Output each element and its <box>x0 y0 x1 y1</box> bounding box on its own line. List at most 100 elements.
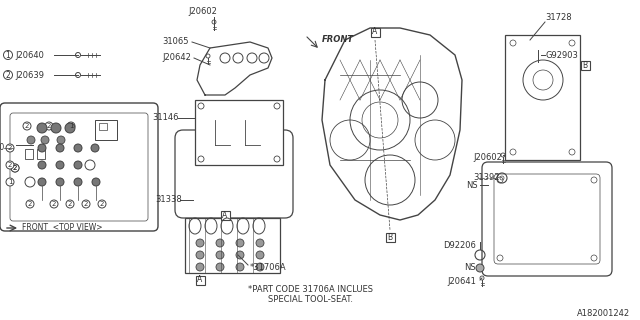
Bar <box>195 100 283 165</box>
Circle shape <box>3 51 13 60</box>
Text: G92903: G92903 <box>545 51 578 60</box>
Bar <box>185 218 280 273</box>
Text: 31728: 31728 <box>545 13 572 22</box>
Circle shape <box>476 264 484 272</box>
Circle shape <box>236 239 244 247</box>
Bar <box>580 60 589 69</box>
Circle shape <box>256 239 264 247</box>
Text: NS: NS <box>465 263 476 273</box>
Circle shape <box>6 161 14 169</box>
Text: A182001242: A182001242 <box>577 309 630 318</box>
Circle shape <box>50 200 58 208</box>
Circle shape <box>23 122 31 130</box>
Text: J20639: J20639 <box>15 70 44 79</box>
Text: B: B <box>387 233 392 242</box>
Circle shape <box>38 144 46 152</box>
Circle shape <box>212 20 216 24</box>
Circle shape <box>38 161 46 169</box>
Circle shape <box>480 276 484 280</box>
Polygon shape <box>322 28 462 220</box>
Text: 2: 2 <box>100 201 104 207</box>
Circle shape <box>74 161 82 169</box>
Text: 2: 2 <box>6 70 10 79</box>
Circle shape <box>256 263 264 271</box>
Circle shape <box>196 239 204 247</box>
Circle shape <box>57 136 65 144</box>
Circle shape <box>56 161 64 169</box>
Circle shape <box>76 52 81 58</box>
Circle shape <box>6 178 14 186</box>
FancyBboxPatch shape <box>0 103 158 231</box>
Text: A: A <box>197 276 203 284</box>
Circle shape <box>501 153 505 157</box>
Text: A: A <box>372 28 378 36</box>
Text: B: B <box>582 60 588 69</box>
Text: 2: 2 <box>68 201 72 207</box>
Text: 2: 2 <box>13 165 17 171</box>
Text: 2: 2 <box>28 201 32 207</box>
Bar <box>505 35 580 160</box>
Text: 2: 2 <box>8 162 12 168</box>
Circle shape <box>56 144 64 152</box>
Circle shape <box>11 164 19 172</box>
Circle shape <box>91 144 99 152</box>
Circle shape <box>45 122 53 130</box>
Circle shape <box>85 160 95 170</box>
Circle shape <box>25 177 35 187</box>
Text: J20642: J20642 <box>162 53 191 62</box>
Bar <box>371 28 380 36</box>
Text: *PART CODE 31706A INCLUES: *PART CODE 31706A INCLUES <box>248 285 372 294</box>
Text: 1: 1 <box>6 51 10 60</box>
Circle shape <box>76 73 81 77</box>
Circle shape <box>6 144 14 152</box>
Circle shape <box>65 123 75 133</box>
Circle shape <box>26 200 34 208</box>
Text: FRONT  <TOP VIEW>: FRONT <TOP VIEW> <box>22 223 102 233</box>
Text: 2: 2 <box>52 201 56 207</box>
Circle shape <box>66 200 74 208</box>
Circle shape <box>98 200 106 208</box>
Bar <box>221 211 230 220</box>
Text: J20602: J20602 <box>473 154 502 163</box>
Circle shape <box>196 263 204 271</box>
Text: J20640: J20640 <box>15 51 44 60</box>
Bar <box>25 149 33 159</box>
Text: J20641: J20641 <box>447 277 476 286</box>
Circle shape <box>74 178 82 186</box>
Text: 1: 1 <box>68 123 73 129</box>
Text: 31065: 31065 <box>162 37 189 46</box>
Circle shape <box>3 70 13 79</box>
Polygon shape <box>197 42 272 95</box>
Text: J20602: J20602 <box>188 7 217 17</box>
Text: 1: 1 <box>8 179 12 185</box>
Circle shape <box>67 122 75 130</box>
Text: A: A <box>222 211 228 220</box>
Circle shape <box>236 251 244 259</box>
Text: SPECIAL TOOL-SEAT.: SPECIAL TOOL-SEAT. <box>268 295 353 305</box>
Bar <box>95 120 117 140</box>
Bar <box>99 123 107 130</box>
Text: NS: NS <box>467 180 478 189</box>
Circle shape <box>27 136 35 144</box>
Bar <box>385 233 394 242</box>
Text: 31392: 31392 <box>473 173 499 182</box>
Circle shape <box>256 251 264 259</box>
Circle shape <box>38 178 46 186</box>
Text: D92206: D92206 <box>443 241 476 250</box>
Text: 2: 2 <box>13 165 17 171</box>
Circle shape <box>216 239 224 247</box>
Text: FRONT: FRONT <box>322 36 354 44</box>
Circle shape <box>41 136 49 144</box>
Text: FIG.180: FIG.180 <box>0 143 4 153</box>
Text: 2: 2 <box>25 123 29 129</box>
Bar <box>195 276 205 284</box>
Circle shape <box>37 123 47 133</box>
Circle shape <box>74 144 82 152</box>
Text: 31338: 31338 <box>155 196 182 204</box>
Circle shape <box>11 164 19 172</box>
Text: *31706A: *31706A <box>250 262 287 271</box>
FancyBboxPatch shape <box>482 162 612 276</box>
Circle shape <box>82 200 90 208</box>
Circle shape <box>56 178 64 186</box>
Text: 2: 2 <box>8 145 12 151</box>
